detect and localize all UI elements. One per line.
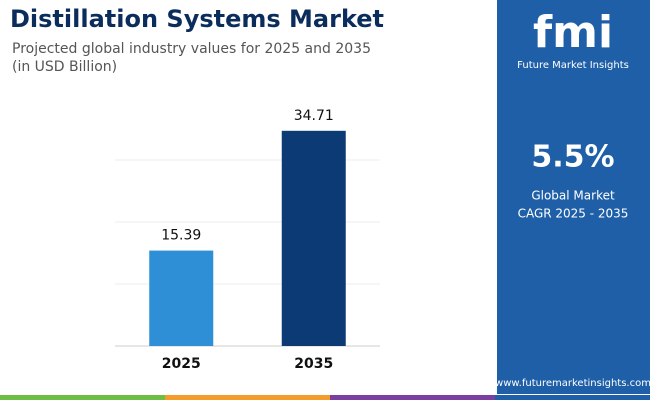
- bar: [281, 130, 346, 346]
- cagr-label: Global Market: [531, 189, 615, 203]
- chart-title: Distillation Systems Market: [10, 5, 384, 33]
- cagr-value: 5.5%: [531, 140, 614, 175]
- footer-strip: [495, 395, 650, 400]
- chart-subtitle: Projected global industry values for 202…: [12, 41, 371, 57]
- footer-strip: [165, 395, 330, 400]
- side-panel: [497, 0, 650, 394]
- footer-strip: [0, 395, 165, 400]
- footer-strip: [330, 395, 495, 400]
- x-tick-label: 2035: [294, 356, 333, 372]
- value-label: 34.71: [294, 108, 334, 124]
- cagr-label: CAGR 2025 - 2035: [518, 207, 629, 221]
- brand: Future Market Insights: [517, 60, 629, 71]
- bar: [149, 250, 214, 346]
- x-tick-label: 2025: [162, 356, 201, 372]
- website: www.futuremarketinsights.com: [495, 378, 650, 389]
- value-label: 15.39: [161, 228, 201, 244]
- chart-subtitle: (in USD Billion): [12, 59, 117, 75]
- logo: fmi: [533, 7, 613, 58]
